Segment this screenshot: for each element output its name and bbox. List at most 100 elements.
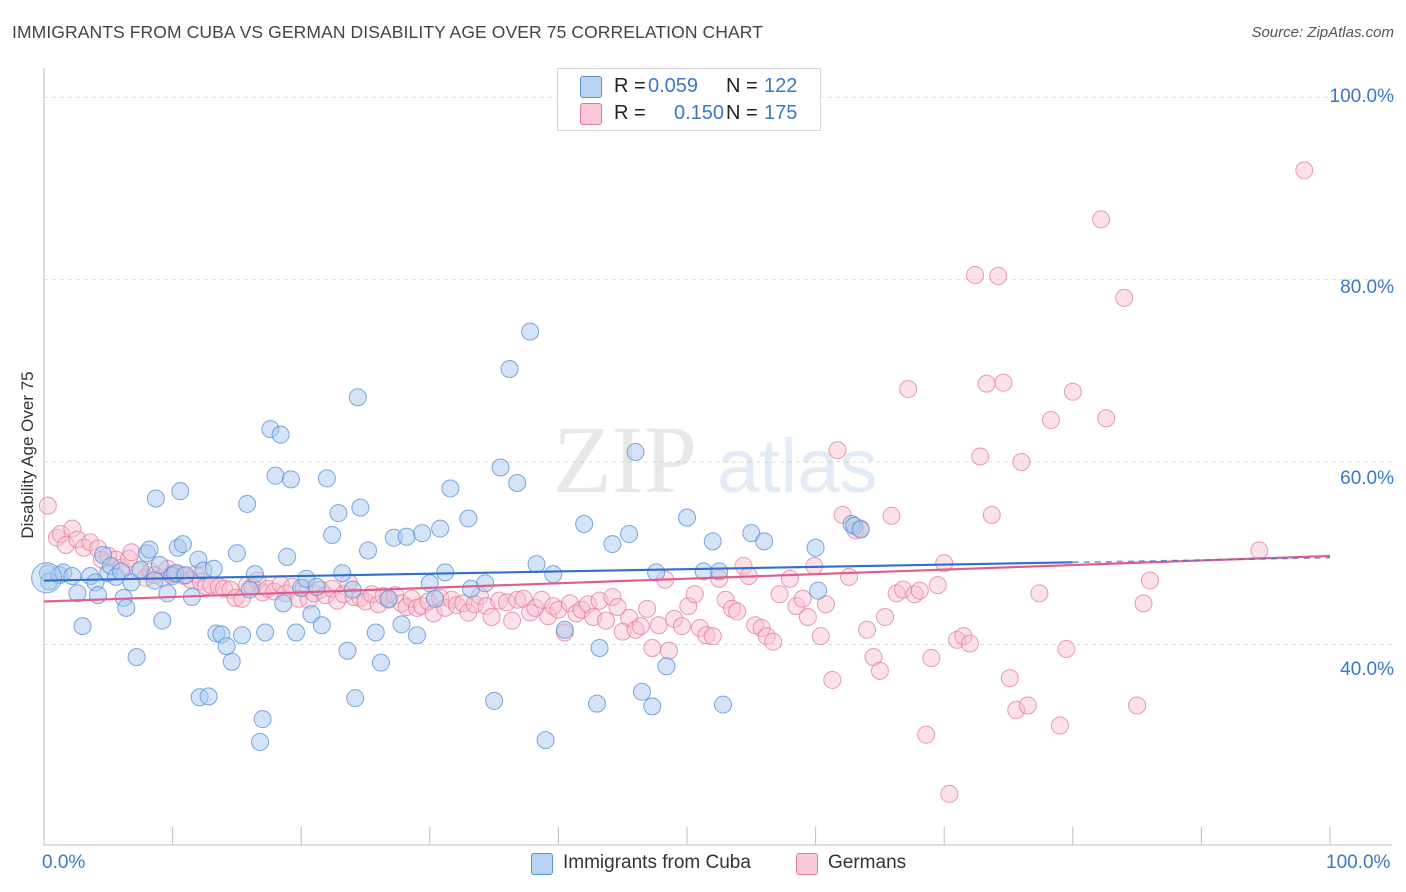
germans-point xyxy=(1063,382,1082,401)
cuba-trend-extension xyxy=(1072,557,1331,564)
cuba-swatch xyxy=(531,853,553,875)
germans-point xyxy=(690,618,709,637)
germans-point xyxy=(38,496,57,515)
cuba-point xyxy=(603,535,622,554)
cuba-point xyxy=(176,566,195,585)
cuba-point xyxy=(491,458,510,477)
cuba-point xyxy=(587,694,606,713)
germans-point xyxy=(643,639,662,658)
cuba-point xyxy=(222,652,241,671)
cuba-point xyxy=(508,473,527,492)
cuba-point xyxy=(459,509,478,528)
legend-label-germans: Germans xyxy=(828,852,907,873)
germans-point xyxy=(793,589,812,608)
cuba-point xyxy=(397,527,416,546)
germans-point xyxy=(539,607,558,626)
cuba-point xyxy=(153,611,172,630)
germans-point xyxy=(56,535,75,554)
germans-point xyxy=(508,590,527,609)
watermark-atlas: atlas xyxy=(717,424,878,509)
cuba-point xyxy=(379,589,398,608)
germans-point xyxy=(870,661,889,680)
y-tick-label: 100.0% xyxy=(1329,86,1394,107)
germans-point xyxy=(659,641,678,660)
y-tick-label: 60.0% xyxy=(1340,468,1394,489)
cuba-point xyxy=(302,605,321,624)
germans-point xyxy=(603,587,622,606)
germans-point xyxy=(816,595,835,614)
germans-point xyxy=(716,590,735,609)
germans-point xyxy=(960,634,979,653)
cuba-point xyxy=(199,687,218,706)
germans-point xyxy=(608,597,627,616)
cuba-point xyxy=(647,563,666,582)
cuba-point xyxy=(536,731,555,750)
axes xyxy=(43,68,1392,846)
cuba-point xyxy=(346,689,365,708)
cuba-point xyxy=(441,479,460,498)
stats-legend: R = 0.059 N = 122 R = 0.150 N = 175 xyxy=(557,68,821,131)
cuba-point xyxy=(392,615,411,634)
germans-point xyxy=(922,649,941,668)
germans-point xyxy=(1041,411,1060,430)
germans-point xyxy=(823,670,842,689)
germans-point xyxy=(672,617,691,636)
germans-point xyxy=(982,505,1001,524)
germans-point xyxy=(917,725,936,744)
germans-point xyxy=(1030,584,1049,603)
germans-point xyxy=(798,608,817,627)
cuba-point xyxy=(251,732,270,751)
cuba-point xyxy=(145,571,164,590)
cuba-point xyxy=(278,547,297,566)
watermark-zip: ZIP xyxy=(553,406,697,513)
trend-lines xyxy=(43,554,1331,603)
cuba-point xyxy=(274,594,293,613)
r-label: R = xyxy=(614,75,646,97)
n-value: 122 xyxy=(764,75,798,97)
y-axis-title: Disability Age Over 75 xyxy=(18,371,37,539)
germans-point xyxy=(811,627,830,646)
germans-point xyxy=(81,533,100,552)
cuba-point xyxy=(245,565,264,584)
cuba-point xyxy=(131,560,150,579)
germans-point xyxy=(482,608,501,627)
legend-label-cuba: Immigrants from Cuba xyxy=(563,852,751,873)
germans-point xyxy=(935,554,954,573)
germans-point xyxy=(828,441,847,460)
germans-point xyxy=(940,784,959,803)
germans-point xyxy=(560,594,579,613)
cuba-point xyxy=(710,562,729,581)
germans-point xyxy=(122,543,141,562)
cuba-point xyxy=(253,710,272,729)
cuba-point xyxy=(590,639,609,658)
cuba-point xyxy=(521,322,540,341)
cuba-point xyxy=(240,580,259,599)
germans-point xyxy=(697,626,716,645)
germans-point xyxy=(1097,409,1116,428)
cuba-point xyxy=(620,525,639,544)
cuba-point xyxy=(485,691,504,710)
cuba-point xyxy=(413,524,432,543)
germans-point xyxy=(1050,716,1069,735)
cuba-point xyxy=(657,657,676,676)
germans-point xyxy=(780,569,799,588)
cuba-trend-line xyxy=(43,561,1073,582)
germans-point xyxy=(1057,639,1076,658)
germans-point xyxy=(787,597,806,616)
cuba-point xyxy=(626,442,645,461)
cuba-point xyxy=(338,641,357,660)
germans-swatch xyxy=(796,853,818,875)
cuba-point xyxy=(158,584,177,603)
r-value: 0.059 xyxy=(648,75,699,97)
cuba-point xyxy=(227,544,246,563)
germans-point xyxy=(1012,453,1031,471)
germans-point xyxy=(490,591,509,610)
cuba-point xyxy=(271,425,290,444)
r-label: R = xyxy=(614,102,646,124)
germans-point xyxy=(989,266,1008,285)
cuba-point xyxy=(68,584,87,603)
cuba-point xyxy=(63,566,82,585)
cuba-point xyxy=(476,574,495,593)
cuba-point xyxy=(312,616,331,635)
